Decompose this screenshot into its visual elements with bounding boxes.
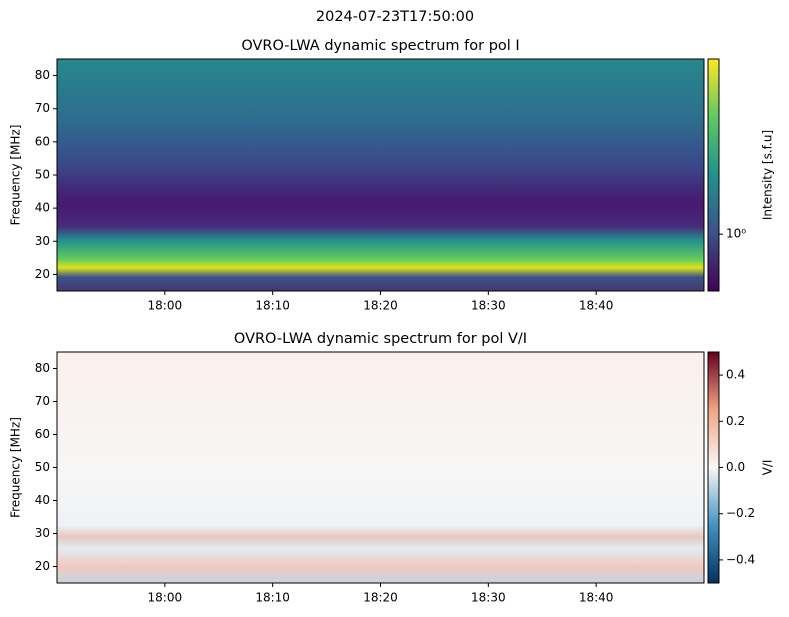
x-tick-label: 18:10 (255, 299, 290, 313)
colorbar (707, 58, 720, 292)
colorbar-tick-label: 0.0 (726, 460, 745, 474)
x-tick-label: 18:00 (148, 591, 183, 605)
x-tick-label: 18:30 (471, 299, 506, 313)
y-tick-label: 80 (35, 68, 50, 82)
y-tick-label: 50 (35, 168, 50, 182)
spectrogram (57, 59, 704, 291)
y-tick-label: 50 (35, 460, 50, 474)
y-tick-label: 40 (35, 493, 50, 507)
x-tick-label: 18:30 (471, 591, 506, 605)
y-tick-label: 20 (35, 267, 50, 281)
colorbar-label: V/I (761, 460, 775, 476)
x-tick-label: 18:20 (363, 299, 398, 313)
y-tick-label: 60 (35, 134, 50, 148)
x-tick-label: 18:40 (579, 299, 614, 313)
colorbar-tick-label: 0.2 (726, 414, 745, 428)
y-tick-label: 40 (35, 201, 50, 215)
axes-title: OVRO-LWA dynamic spectrum for pol V/I (234, 331, 527, 347)
figure-title: 2024-07-23T17:50:00 (316, 9, 474, 25)
colorbar-tick-label: 0.4 (726, 368, 745, 382)
y-tick-label: 80 (35, 361, 50, 375)
y-tick-label: 20 (35, 559, 50, 573)
colorbar-label: Intensity [s.f.u] (761, 130, 775, 220)
y-tick-label: 30 (35, 234, 50, 248)
spectrogram (57, 352, 704, 583)
colorbar (707, 351, 720, 584)
x-tick-label: 18:00 (148, 299, 183, 313)
x-tick-label: 18:10 (255, 591, 290, 605)
axes-title: OVRO-LWA dynamic spectrum for pol I (241, 38, 519, 54)
y-tick-label: 60 (35, 427, 50, 441)
y-tick-label: 70 (35, 394, 50, 408)
colorbar-tick-label: −0.2 (726, 506, 755, 520)
y-tick-label: 70 (35, 101, 50, 115)
colorbar-tick-label: −0.4 (726, 552, 755, 566)
colorbar-tick-label: 10⁰ (726, 227, 746, 241)
y-tick-label: 30 (35, 526, 50, 540)
y-axis-label: Frequency [MHz] (9, 125, 23, 226)
x-tick-label: 18:20 (363, 591, 398, 605)
x-tick-label: 18:40 (579, 591, 614, 605)
y-axis-label: Frequency [MHz] (9, 417, 23, 518)
